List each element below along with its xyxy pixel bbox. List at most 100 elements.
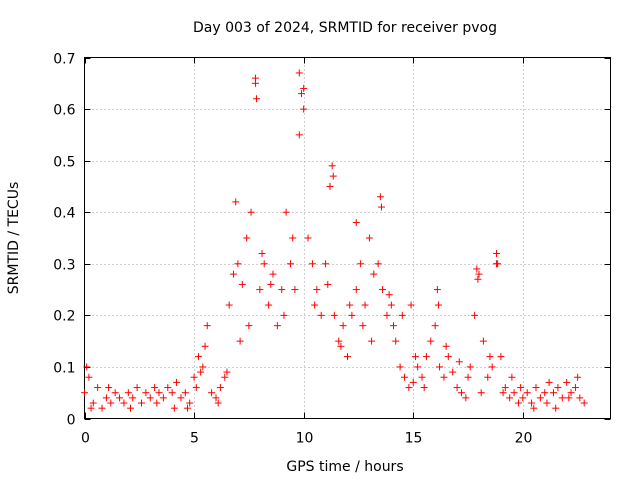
data-point [370, 270, 378, 278]
data-point [567, 389, 575, 397]
data-point [322, 260, 330, 268]
y-tick-label: 0 [67, 413, 76, 429]
data-point [256, 286, 264, 294]
data-point [267, 280, 275, 288]
data-point [558, 394, 566, 402]
data-point [383, 311, 391, 319]
y-tick-label: 0.6 [53, 103, 75, 119]
data-point [142, 389, 150, 397]
data-point [550, 389, 558, 397]
data-point [359, 322, 367, 330]
data-point [329, 172, 337, 180]
data-point [411, 353, 419, 361]
data-point [330, 311, 338, 319]
y-tick-label: 0.5 [53, 155, 75, 171]
data-point [499, 389, 507, 397]
data-point [326, 182, 334, 190]
y-tick-label: 0.2 [53, 309, 75, 325]
data-point [153, 399, 161, 407]
data-point [436, 363, 444, 371]
data-point [361, 301, 369, 309]
data-point [287, 260, 295, 268]
data-point [155, 389, 163, 397]
data-point [181, 389, 189, 397]
data-point [297, 90, 305, 98]
data-point [300, 84, 308, 92]
data-point [474, 275, 482, 283]
data-point [212, 394, 220, 402]
data-point [385, 291, 393, 299]
data-point [377, 203, 385, 211]
data-point [488, 363, 496, 371]
data-point [479, 337, 487, 345]
data-point [543, 399, 551, 407]
data-point [234, 260, 242, 268]
data-point [427, 337, 435, 345]
data-point [190, 373, 198, 381]
data-point [462, 394, 470, 402]
data-point [216, 384, 224, 392]
data-point [396, 363, 404, 371]
data-point [335, 337, 343, 345]
data-point [455, 358, 463, 366]
y-tick-label: 0.4 [53, 206, 75, 222]
data-point [414, 363, 422, 371]
data-point [280, 311, 288, 319]
data-point [177, 394, 185, 402]
data-point [324, 280, 332, 288]
data-point [225, 301, 233, 309]
data-point [400, 373, 408, 381]
data-point [308, 260, 316, 268]
grid [84, 57, 611, 419]
data-point [236, 337, 244, 345]
data-point [506, 394, 514, 402]
data-point [431, 322, 439, 330]
data-point [523, 389, 531, 397]
data-point [387, 301, 395, 309]
data-point [81, 389, 88, 397]
data-point [243, 234, 251, 242]
axis-ticks: 0 0.1 0.2 0.3 0.4 0.5 0.6 0.7 0 5 10 15 20 [53, 52, 611, 447]
data-point [464, 373, 472, 381]
data-point [434, 301, 442, 309]
data-point [420, 384, 428, 392]
data-point [365, 234, 373, 242]
data-point [374, 260, 382, 268]
data-point [89, 399, 97, 407]
data-point [344, 353, 351, 361]
data-point [337, 342, 345, 350]
data-point [530, 404, 538, 412]
data-point [197, 368, 205, 376]
data-point [475, 270, 483, 278]
data-point [545, 378, 553, 386]
data-point [116, 394, 124, 402]
data-point [230, 270, 238, 278]
data-point [105, 384, 113, 392]
data-point [486, 353, 494, 361]
data-point [247, 208, 255, 216]
data-point [151, 384, 159, 392]
data-point [352, 286, 360, 294]
data-point [295, 69, 303, 77]
data-point [466, 363, 474, 371]
y-axis-label: SRMTID / TECUs [6, 182, 22, 295]
data-point [311, 301, 319, 309]
data-point [407, 301, 415, 309]
data-point [304, 234, 312, 242]
data-point [405, 384, 413, 392]
data-point [368, 337, 376, 345]
data-point [449, 368, 457, 376]
data-point [133, 384, 141, 392]
data-point [208, 389, 216, 397]
data-point [102, 394, 110, 402]
data-point [111, 389, 119, 397]
data-point [409, 378, 417, 386]
data-point [295, 131, 303, 139]
data-point [576, 394, 584, 402]
data-point [473, 265, 481, 273]
data-point [291, 286, 299, 294]
data-point [442, 342, 450, 350]
data-point [199, 363, 207, 371]
data-point [453, 384, 461, 392]
